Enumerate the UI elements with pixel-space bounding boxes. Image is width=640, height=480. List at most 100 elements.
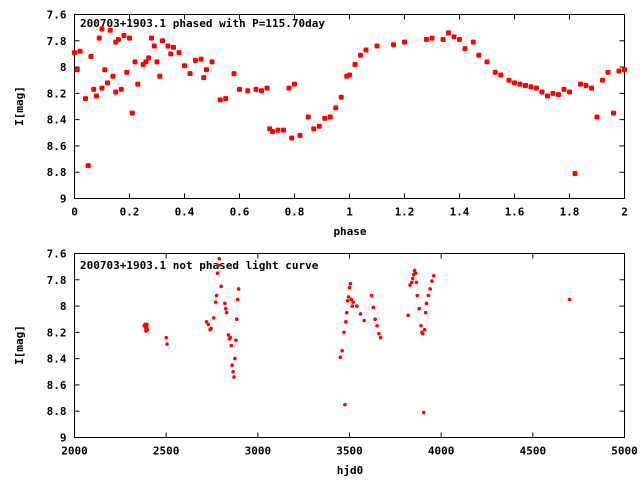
unphased-data-point <box>231 369 235 374</box>
unphased-data-point <box>223 301 227 306</box>
unphased-data-point <box>424 301 429 306</box>
unphased-data-point <box>349 297 354 302</box>
unphased-data-point <box>145 322 149 327</box>
phased-data-point <box>333 105 339 111</box>
phased-data-point <box>550 90 556 96</box>
phased-data-point <box>429 35 435 41</box>
unphased-y-tick-label: 9 <box>60 432 67 445</box>
phased-data-point <box>72 50 77 56</box>
phased-data-point <box>556 92 561 98</box>
unphased-x-tick-label: 5000 <box>611 445 638 458</box>
unphased-y-tick-label: 8.6 <box>47 379 67 392</box>
phased-data-point <box>83 96 88 102</box>
unphased-x-tick-label: 2000 <box>61 445 88 458</box>
phased-y-tick-label: 8.4 <box>47 114 67 127</box>
phased-data-point <box>440 36 446 42</box>
phased-data-point <box>132 59 138 65</box>
unphased-data-point <box>369 293 374 298</box>
unphased-data-point <box>344 320 348 324</box>
unphased-data-point <box>423 310 428 315</box>
unphased-data-points <box>142 256 572 415</box>
unphased-data-point <box>408 283 412 287</box>
phased-data-point <box>151 43 157 49</box>
phased-data-point <box>204 67 209 73</box>
phased-y-tick-label: 9 <box>60 193 67 206</box>
unphased-y-tick-label: 8.2 <box>47 326 67 339</box>
unphased-data-point <box>234 317 239 322</box>
unphased-data-point <box>215 271 220 276</box>
phased-data-point <box>476 52 482 58</box>
unphased-data-point <box>430 279 434 283</box>
phased-data-point <box>129 110 135 116</box>
phased-data-point <box>589 85 594 91</box>
phased-data-point <box>182 63 187 69</box>
unphased-data-point <box>422 327 427 332</box>
phased-data-point <box>545 93 550 99</box>
unphased-x-tick-label: 4500 <box>520 445 547 458</box>
unphased-data-point <box>413 271 418 276</box>
phased-x-tick-label: 0.4 <box>175 206 195 219</box>
phased-data-point <box>91 86 97 92</box>
phased-data-point <box>517 81 523 87</box>
phased-data-point <box>358 52 363 58</box>
phased-data-point <box>363 47 369 53</box>
phased-data-point <box>484 59 490 65</box>
phased-data-point <box>110 73 116 79</box>
unphased-x-tick-label: 3000 <box>245 445 272 458</box>
unphased-data-point <box>213 300 218 304</box>
unphased-data-point <box>567 297 572 302</box>
unphased-data-point <box>232 375 236 379</box>
phased-data-point <box>539 89 545 95</box>
phased-data-point <box>402 39 407 45</box>
unphased-data-point <box>415 293 420 298</box>
phased-data-point <box>201 75 207 81</box>
phased-data-point <box>165 43 171 49</box>
phased-y-tick-label: 8.8 <box>47 166 67 179</box>
phased-data-point <box>424 36 429 42</box>
phased-data-point <box>462 46 468 52</box>
phased-data-point <box>561 86 567 92</box>
phased-data-point <box>457 36 462 42</box>
unphased-data-point <box>164 335 168 340</box>
phased-data-point <box>77 48 83 54</box>
unphased-data-point <box>229 343 234 348</box>
unphased-x-axis-title: hjd0 <box>337 464 364 477</box>
phased-data-point <box>534 85 539 91</box>
phased-data-point <box>611 110 616 116</box>
phased-data-point <box>264 85 270 91</box>
phased-x-axis-title: phase <box>333 225 366 238</box>
phased-data-point <box>135 81 141 87</box>
phased-chart-title: 200703+1903.1 phased with P=115.70day <box>80 17 325 30</box>
unphased-data-point <box>342 330 346 335</box>
phased-data-point <box>113 89 119 95</box>
phased-data-point <box>102 67 108 73</box>
phased-data-point <box>96 35 102 41</box>
phased-data-point <box>168 51 174 57</box>
phased-data-point <box>391 42 396 48</box>
phased-data-point <box>118 86 124 92</box>
phased-data-point <box>99 85 105 91</box>
phased-data-point <box>253 86 259 92</box>
unphased-data-point <box>219 284 223 289</box>
phased-data-point <box>231 71 237 77</box>
unphased-data-point <box>206 322 211 327</box>
phased-data-point <box>160 38 165 44</box>
unphased-data-point <box>343 402 347 407</box>
unphased-data-point <box>340 348 344 353</box>
unphased-data-point <box>355 304 359 308</box>
unphased-data-point <box>226 333 231 337</box>
phased-data-point <box>286 85 292 91</box>
phased-y-tick-label: 7.8 <box>47 35 67 48</box>
unphased-data-point <box>214 293 219 298</box>
unphased-data-point <box>377 331 381 336</box>
phased-x-tick-label: 2 <box>621 206 628 219</box>
unphased-y-tick-label: 8.4 <box>47 353 67 366</box>
phased-x-tick-label: 0.6 <box>230 206 250 219</box>
phased-x-tick-label: 1.8 <box>560 206 580 219</box>
phased-data-point <box>116 36 121 42</box>
phased-data-point <box>594 114 600 120</box>
unphased-data-point <box>410 276 415 281</box>
phased-x-tick-label: 1.4 <box>450 206 470 219</box>
phased-data-point <box>85 163 91 169</box>
